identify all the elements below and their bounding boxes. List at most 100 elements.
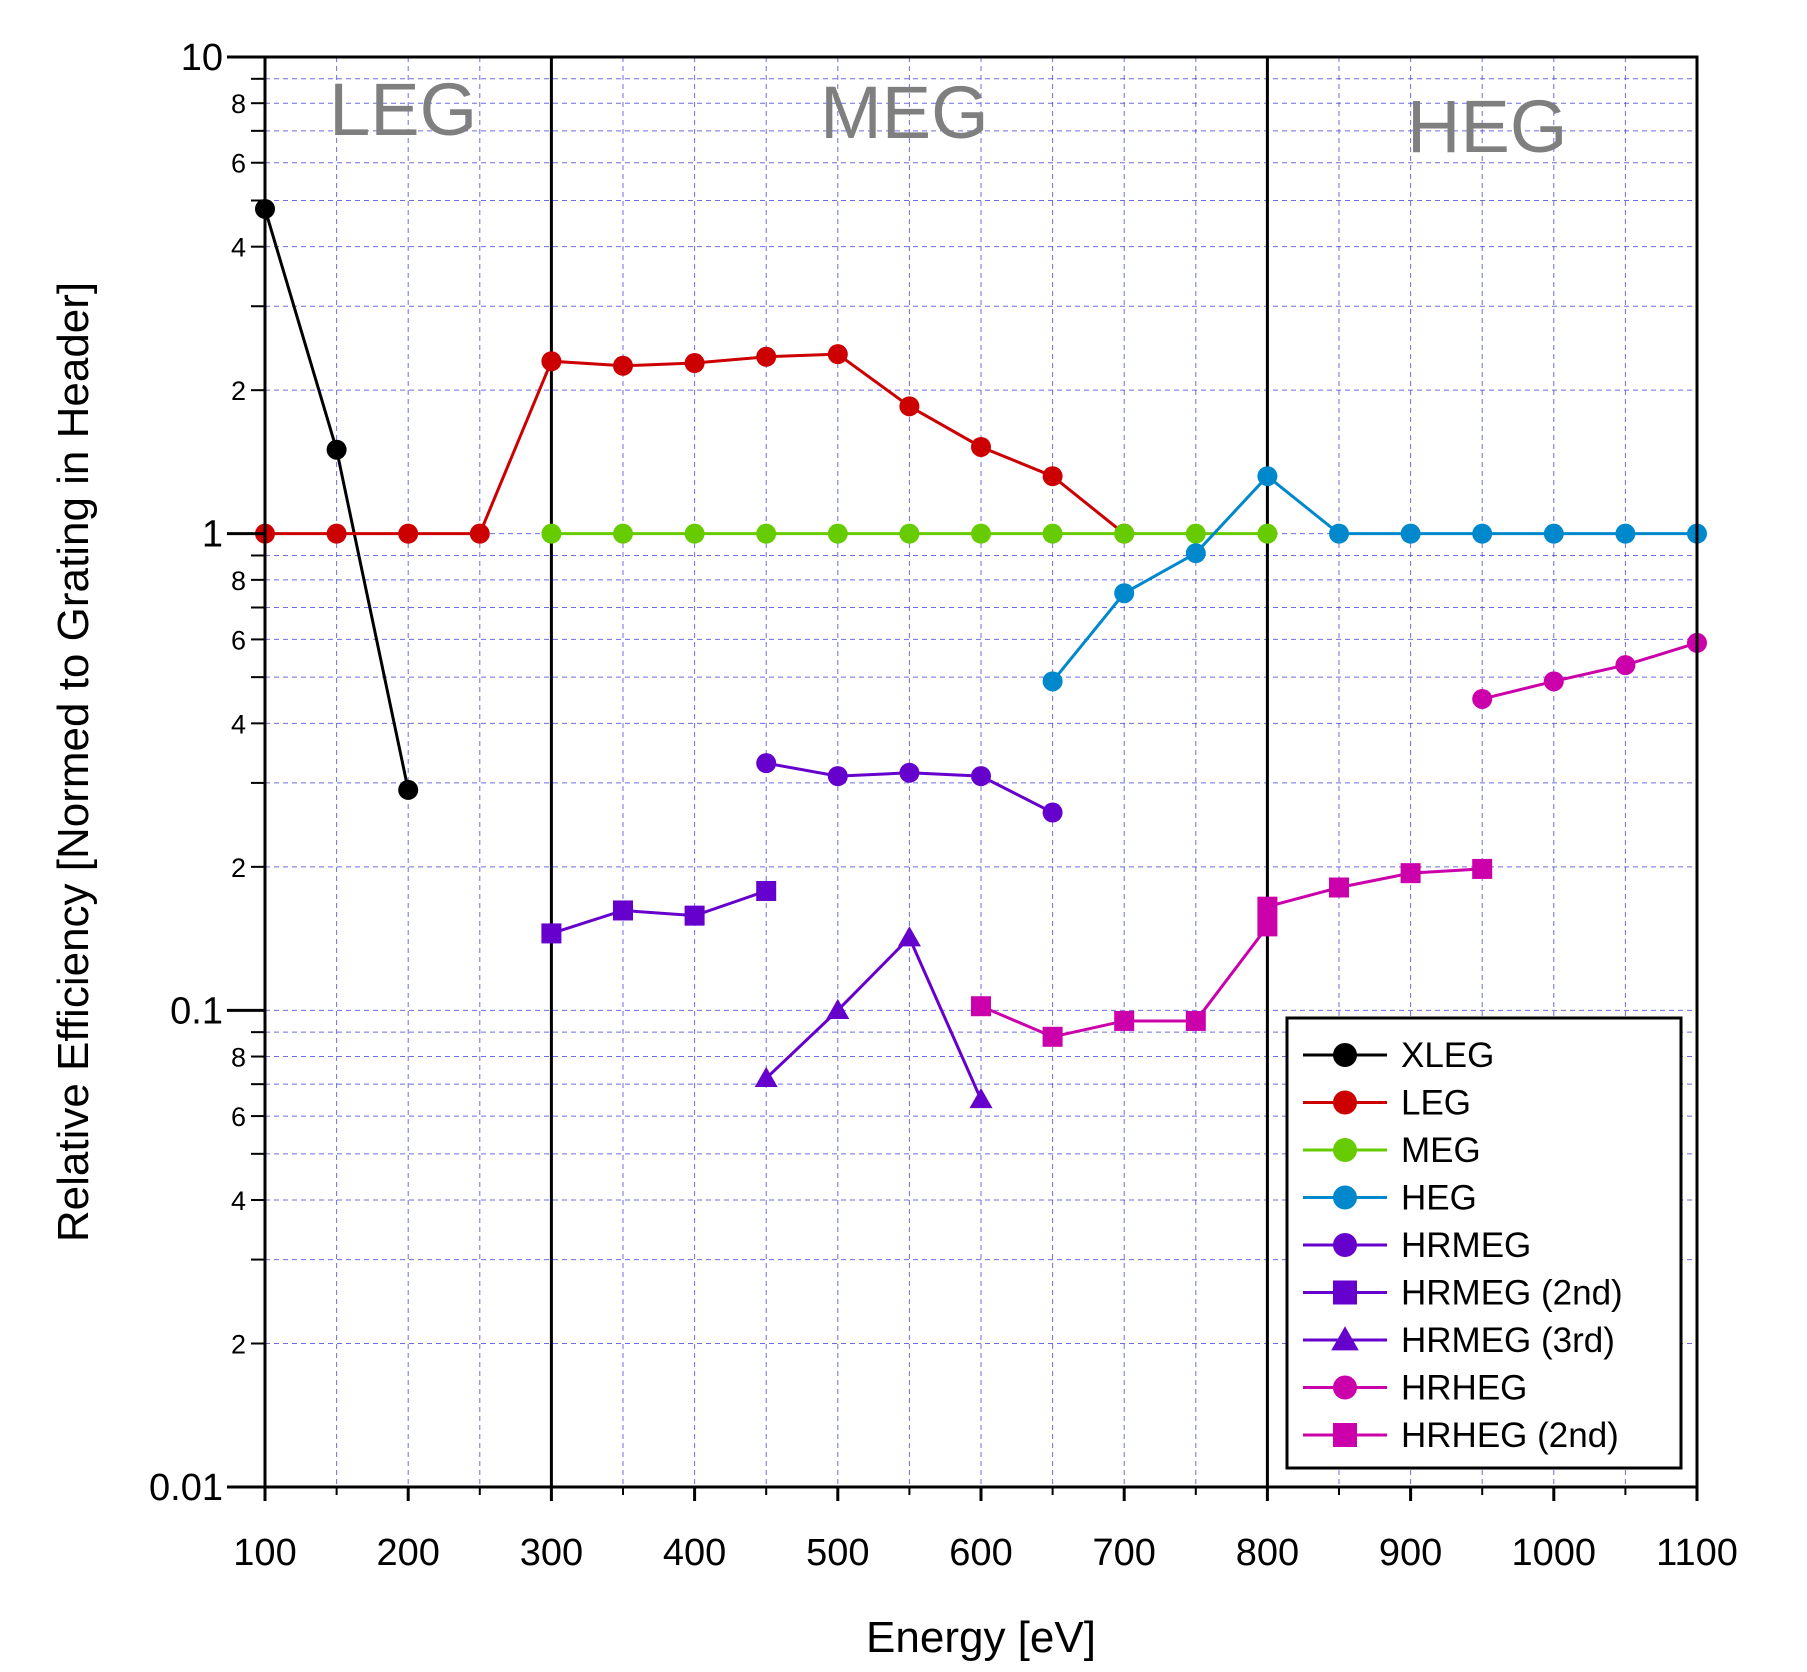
series-line bbox=[550, 889, 767, 935]
data-point bbox=[1329, 877, 1349, 898]
data-point bbox=[1114, 523, 1135, 544]
x-tick-label: 900 bbox=[1379, 1532, 1442, 1574]
y-minor-tick-label: 2 bbox=[231, 376, 246, 406]
y-minor-tick-label: 6 bbox=[231, 1102, 246, 1132]
region-label-leg: LEG bbox=[329, 68, 477, 151]
data-point bbox=[1257, 896, 1278, 917]
data-point bbox=[899, 762, 920, 783]
data-point bbox=[541, 923, 562, 944]
data-point bbox=[756, 880, 777, 901]
data-point bbox=[1329, 523, 1349, 544]
legend-label: HEG bbox=[1401, 1179, 1477, 1218]
data-point bbox=[969, 1088, 993, 1109]
x-tick-label: 800 bbox=[1236, 1532, 1299, 1574]
y-minor-tick-label: 2 bbox=[231, 853, 246, 883]
legend-marker bbox=[1333, 1043, 1357, 1067]
legend-item: HRMEG (3rd) bbox=[1303, 1321, 1615, 1360]
data-point bbox=[756, 523, 777, 544]
data-point bbox=[754, 1066, 778, 1087]
data-point bbox=[1114, 1010, 1135, 1031]
region-labels: LEG MEG HEG bbox=[329, 68, 1567, 168]
y-minor-tick-label: 4 bbox=[231, 233, 246, 263]
data-point bbox=[684, 905, 705, 926]
data-point bbox=[326, 439, 347, 460]
data-point bbox=[1400, 863, 1421, 884]
data-point bbox=[1615, 655, 1636, 676]
data-point bbox=[1257, 466, 1278, 487]
series-hrmeg-3rd bbox=[754, 926, 993, 1109]
data-point bbox=[899, 396, 920, 417]
legend-item: HEG bbox=[1303, 1179, 1477, 1218]
data-point bbox=[1042, 1026, 1063, 1047]
y-major-tick-label: 0.01 bbox=[149, 1467, 223, 1509]
x-tick-label: 1000 bbox=[1512, 1532, 1597, 1574]
series-hrmeg-2nd bbox=[541, 880, 777, 944]
legend-item: HRMEG bbox=[1303, 1226, 1531, 1265]
y-major-tick-label: 0.1 bbox=[170, 990, 223, 1032]
region-dividers bbox=[549, 57, 1269, 1487]
data-point bbox=[613, 355, 633, 376]
data-point bbox=[1042, 671, 1063, 692]
data-point bbox=[1185, 543, 1206, 564]
legend-label: LEG bbox=[1401, 1084, 1471, 1123]
data-point bbox=[1114, 583, 1135, 604]
series-hrmeg bbox=[756, 753, 1063, 823]
x-tick-label: 1100 bbox=[1656, 1532, 1738, 1574]
data-point bbox=[1543, 523, 1564, 544]
data-point bbox=[971, 996, 991, 1017]
x-tick-label: 100 bbox=[233, 1532, 296, 1574]
series-line bbox=[1481, 641, 1698, 701]
legend: XLEG LEG MEG HEG HRMEG HRMEG (2nd) HRMEG (3rd)… bbox=[1285, 1016, 1683, 1470]
series-leg bbox=[255, 344, 1135, 544]
data-point bbox=[897, 926, 921, 947]
data-point bbox=[827, 766, 848, 787]
data-point bbox=[827, 344, 848, 365]
y-minor-tick-label: 6 bbox=[231, 149, 246, 179]
series-meg bbox=[541, 523, 1278, 544]
data-point bbox=[1472, 688, 1493, 709]
legend-item: MEG bbox=[1303, 1131, 1481, 1170]
data-point bbox=[1543, 671, 1564, 692]
y-major-tick-label: 1 bbox=[202, 514, 223, 556]
legend-marker bbox=[1333, 1138, 1357, 1162]
legend-item: HRHEG (2nd) bbox=[1303, 1416, 1619, 1455]
legend-marker bbox=[1333, 1185, 1357, 1210]
legend-marker bbox=[1333, 1090, 1357, 1115]
data-point bbox=[1042, 466, 1063, 487]
x-tick-label: 600 bbox=[949, 1532, 1012, 1574]
legend-item: HRHEG bbox=[1303, 1369, 1527, 1408]
series-line bbox=[980, 867, 1483, 1039]
data-point bbox=[398, 779, 419, 800]
legend-item: XLEG bbox=[1303, 1036, 1494, 1075]
y-minor-tick-label: 8 bbox=[231, 1043, 246, 1073]
data-point bbox=[756, 753, 777, 774]
data-point bbox=[326, 523, 347, 544]
legend-item: HRMEG (2nd) bbox=[1303, 1274, 1623, 1313]
legend-label: HRMEG bbox=[1401, 1226, 1531, 1265]
legend-marker bbox=[1333, 1375, 1357, 1400]
data-point bbox=[1472, 523, 1493, 544]
data-point bbox=[684, 353, 705, 374]
legend-label: HRMEG (3rd) bbox=[1401, 1321, 1615, 1360]
x-tick-label: 400 bbox=[663, 1532, 726, 1574]
x-tick-label: 500 bbox=[806, 1532, 869, 1574]
data-point bbox=[1400, 523, 1421, 544]
legend-marker bbox=[1333, 1233, 1357, 1257]
series-layer bbox=[255, 198, 1707, 1109]
x-tick-label: 300 bbox=[520, 1532, 583, 1574]
y-minor-tick-label: 6 bbox=[231, 625, 246, 655]
region-label-meg: MEG bbox=[820, 71, 989, 154]
legend-label: XLEG bbox=[1401, 1036, 1494, 1075]
y-minor-tick-label: 4 bbox=[231, 709, 246, 739]
data-point bbox=[613, 900, 633, 921]
y-axis-title: Relative Efficiency [Normed to Grating i… bbox=[49, 282, 98, 1242]
data-point bbox=[398, 523, 419, 544]
series-line bbox=[765, 935, 983, 1101]
data-point bbox=[469, 523, 490, 544]
data-point bbox=[1257, 916, 1278, 937]
data-point bbox=[1185, 523, 1206, 544]
legend-marker bbox=[1333, 1423, 1357, 1447]
data-point bbox=[756, 346, 777, 367]
legend-label: HRHEG (2nd) bbox=[1401, 1416, 1619, 1455]
y-major-tick-label: 10 bbox=[181, 37, 223, 79]
